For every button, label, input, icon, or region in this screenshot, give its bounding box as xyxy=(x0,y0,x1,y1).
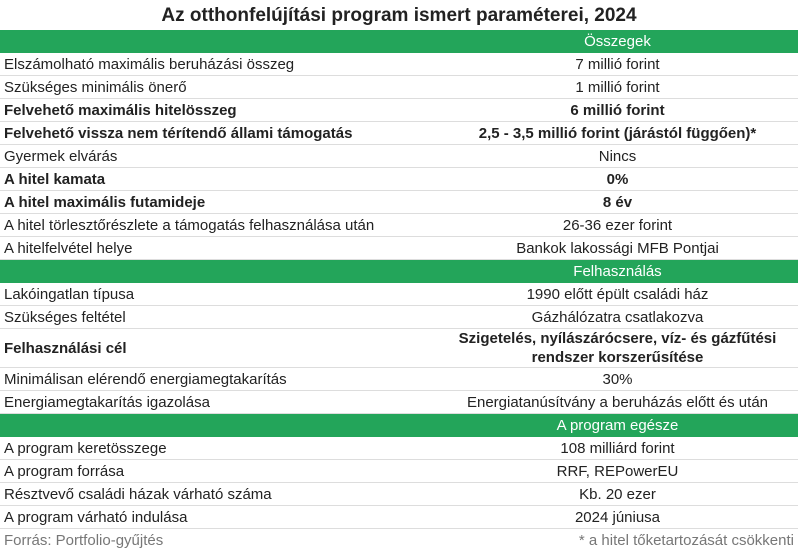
row: A hitel kamata 0% xyxy=(0,167,798,191)
row-label: Felvehető maximális hitelösszeg xyxy=(0,98,437,122)
row: A hitelfelvétel helye Bankok lakossági MF… xyxy=(0,236,798,260)
row-label: A program forrása xyxy=(0,459,437,483)
row-value: 1990 előtt épült családi ház xyxy=(437,282,798,306)
header-blank xyxy=(0,413,437,437)
table: Összegek Elszámolható maximális beruházás… xyxy=(0,30,798,529)
row: Felvehető vissza nem térítendő állami tá… xyxy=(0,121,798,145)
row-value: Gázhálózatra csatlakozva xyxy=(437,305,798,329)
row-value: Kb. 20 ezer xyxy=(437,482,798,506)
header-blank xyxy=(0,259,437,283)
row-label: Felhasználási cél xyxy=(0,328,437,368)
row-label: A hitel maximális futamideje xyxy=(0,190,437,214)
row-label: A hitel törlesztőrészlete a támogatás fe… xyxy=(0,213,437,237)
row-label: Résztvevő családi házak várható száma xyxy=(0,482,437,506)
section-title: Összegek xyxy=(437,30,798,53)
row-label: Gyermek elvárás xyxy=(0,144,437,168)
row: A hitel maximális futamideje 8 év xyxy=(0,190,798,214)
row-value: 7 millió forint xyxy=(437,52,798,76)
row: Szükséges feltétel Gázhálózatra csatlakoz… xyxy=(0,305,798,329)
row-value: RRF, REPowerEU xyxy=(437,459,798,483)
row-label: Elszámolható maximális beruházási összeg xyxy=(0,52,437,76)
row-label: Felvehető vissza nem térítendő állami tá… xyxy=(0,121,437,145)
row-label: Lakóingatlan típusa xyxy=(0,282,437,306)
note: * a hitel tőketartozását csökkenti xyxy=(578,532,794,549)
row-label: Szükséges minimális önerő xyxy=(0,75,437,99)
row-value: 108 milliárd forint xyxy=(437,436,798,460)
header-blank xyxy=(0,30,437,53)
row: Minimálisan elérendő energiamegtakarítás… xyxy=(0,367,798,391)
footer: Forrás: Portfolio-gyűjtés * a hitel tőke… xyxy=(0,529,798,552)
row: Gyermek elvárás Nincs xyxy=(0,144,798,168)
row-value: 30% xyxy=(437,367,798,391)
row: A program forrása RRF, REPowerEU xyxy=(0,459,798,483)
row: A program keretösszege 108 milliárd forin… xyxy=(0,436,798,460)
row: Felvehető maximális hitelösszeg 6 millió … xyxy=(0,98,798,122)
row-label: Szükséges feltétel xyxy=(0,305,437,329)
section-title: A program egésze xyxy=(437,413,798,437)
row: Lakóingatlan típusa 1990 előtt épült csal… xyxy=(0,282,798,306)
row-value: 6 millió forint xyxy=(437,98,798,122)
row: A program várható indulása 2024 júniusa xyxy=(0,505,798,529)
row-label: Energiamegtakarítás igazolása xyxy=(0,390,437,414)
row-value: Energiatanúsítvány a beruházás előtt és … xyxy=(437,390,798,414)
section-header: Felhasználás xyxy=(0,259,798,283)
row-value: 2,5 - 3,5 millió forint (járástól függőe… xyxy=(437,121,798,145)
row-label: Minimálisan elérendő energiamegtakarítás xyxy=(0,367,437,391)
row-value: Bankok lakossági MFB Pontjai xyxy=(437,236,798,260)
row-label: A hitelfelvétel helye xyxy=(0,236,437,260)
section-title: Felhasználás xyxy=(437,259,798,283)
row: Elszámolható maximális beruházási összeg… xyxy=(0,52,798,76)
section-header: A program egésze xyxy=(0,413,798,437)
section-header: Összegek xyxy=(0,30,798,53)
row: Energiamegtakarítás igazolása Energiatanú… xyxy=(0,390,798,414)
row: Felhasználási cél Szigetelés, nyílászáróc… xyxy=(0,328,798,368)
row-value: 2024 júniusa xyxy=(437,505,798,529)
row-value: Nincs xyxy=(437,144,798,168)
title: Az otthonfelújítási program ismert param… xyxy=(161,5,637,26)
row-value: 0% xyxy=(437,167,798,191)
row: Résztvevő családi házak várható száma Kb.… xyxy=(0,482,798,506)
row: A hitel törlesztőrészlete a támogatás fe… xyxy=(0,213,798,237)
source: Forrás: Portfolio-gyűjtés xyxy=(4,532,164,549)
row-label: A program keretösszege xyxy=(0,436,437,460)
row-value: 1 millió forint xyxy=(437,75,798,99)
row-value: 26-36 ezer forint xyxy=(437,213,798,237)
row-value: Szigetelés, nyílászárócsere, víz- és gáz… xyxy=(437,328,798,368)
row-label: A hitel kamata xyxy=(0,167,437,191)
row-value: 8 év xyxy=(437,190,798,214)
row-label: A program várható indulása xyxy=(0,505,437,529)
row: Szükséges minimális önerő 1 millió forint xyxy=(0,75,798,99)
